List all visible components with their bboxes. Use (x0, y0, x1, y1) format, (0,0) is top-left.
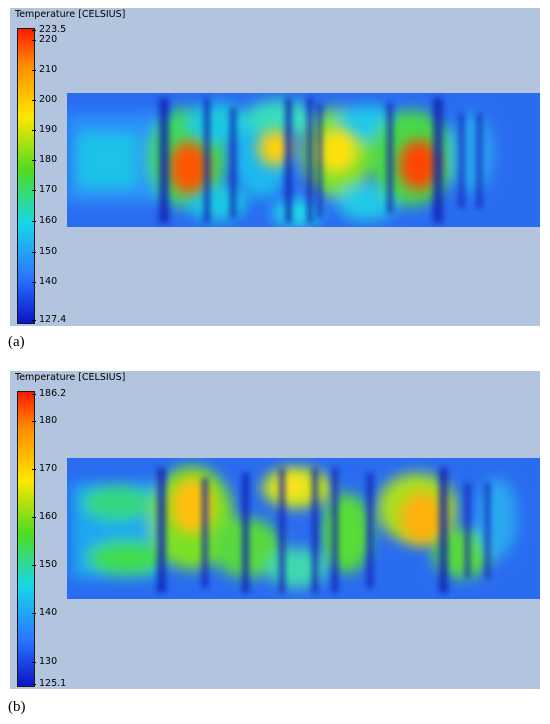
tick-label: 127.4 (31, 314, 67, 325)
tick-label: 180 (31, 415, 58, 426)
tick-label: 190 (31, 124, 58, 135)
tick-label: 223.5 (31, 24, 67, 35)
tick-label: 160 (31, 215, 58, 226)
tick-label: 170 (31, 184, 58, 195)
temperature-field-a (67, 93, 540, 227)
tick-label: 160 (31, 511, 58, 522)
panel-a: Temperature [CELSIUS] 223.5 220 210 200 … (10, 8, 540, 326)
tick-label: 170 (31, 463, 58, 474)
tick-label: 150 (31, 246, 58, 257)
legend-title-b: Temperature [CELSIUS] (15, 372, 126, 383)
tick-label: 180 (31, 154, 58, 165)
panel-b: Temperature [CELSIUS] 186.2 180 170 160 … (10, 371, 540, 689)
tick-label: 210 (31, 64, 58, 75)
tick-label: 130 (31, 656, 58, 667)
legend-title-a: Temperature [CELSIUS] (15, 9, 126, 20)
tick-label: 200 (31, 94, 58, 105)
caption-b: (b) (8, 699, 26, 715)
caption-a: (a) (8, 334, 25, 350)
tick-label: 140 (31, 276, 58, 287)
tick-label: 125.1 (31, 678, 67, 689)
colorbar-a (17, 28, 35, 324)
temperature-field-b (67, 458, 540, 599)
tick-label: 150 (31, 559, 58, 570)
tick-label: 140 (31, 607, 58, 618)
colorbar-b (17, 391, 35, 687)
tick-label: 220 (31, 34, 58, 45)
tick-label: 186.2 (31, 388, 67, 399)
